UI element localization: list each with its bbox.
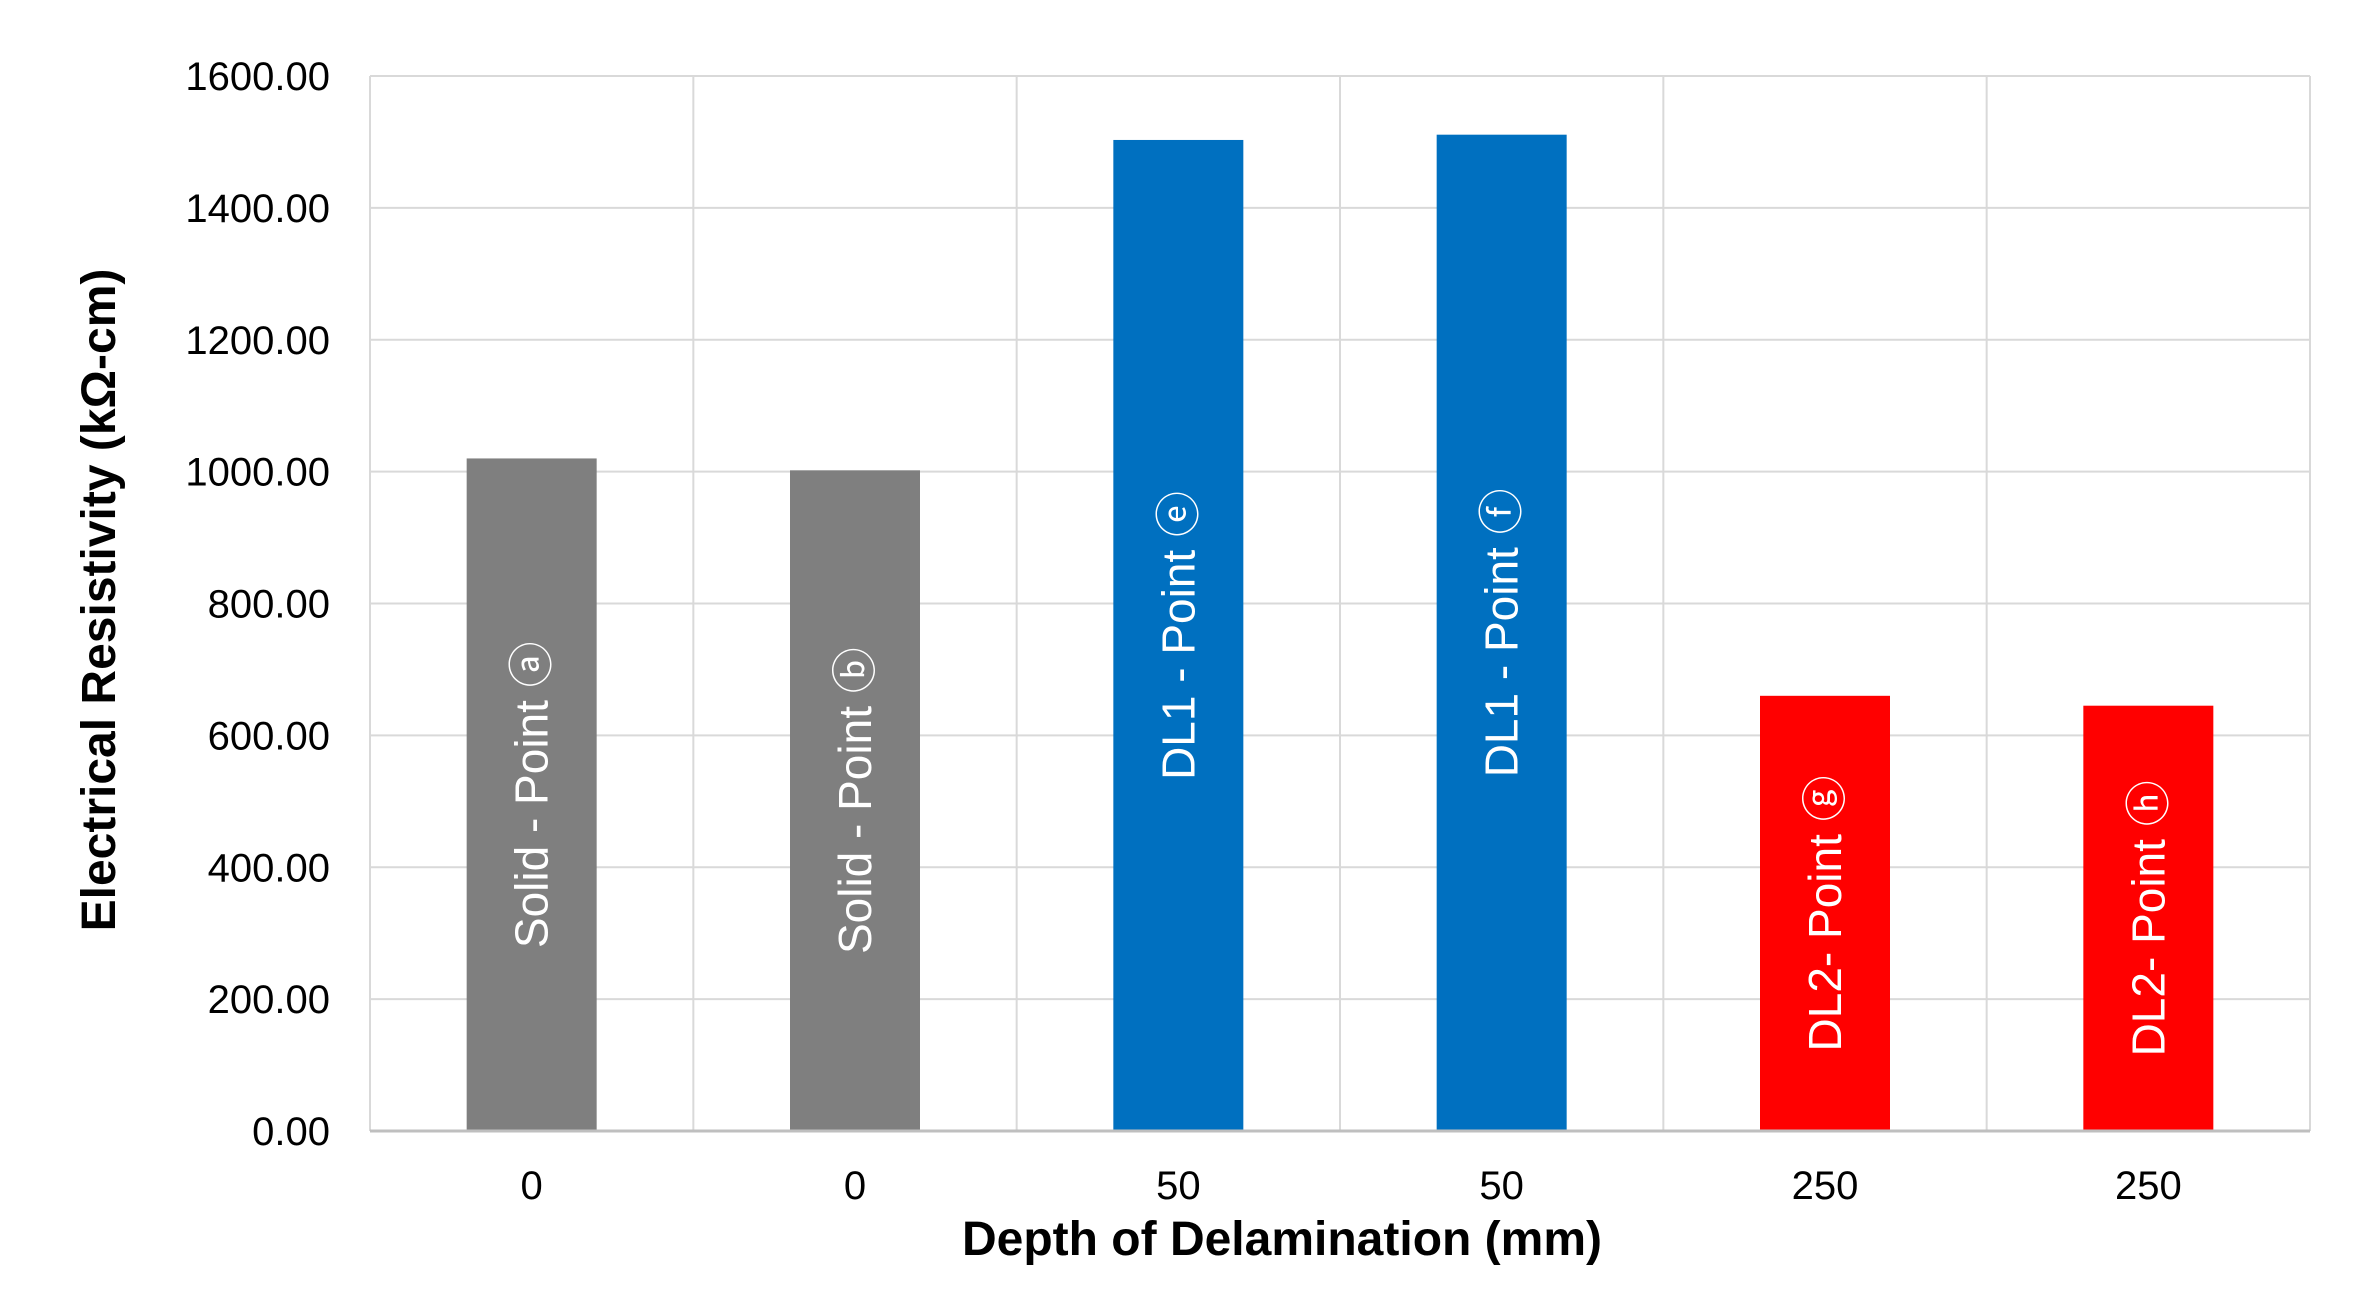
y-axis-title: Electrical Resistivity (kΩ-cm): [73, 269, 126, 932]
y-tick-label: 1200.00: [185, 319, 330, 363]
x-tick-label: 0: [521, 1164, 543, 1208]
x-tick-label: 0: [844, 1164, 866, 1208]
bar-label: DL1 - Point ⓕ: [1476, 488, 1528, 777]
x-tick-label: 250: [1792, 1164, 1859, 1208]
y-tick-label: 400.00: [208, 846, 330, 890]
y-tick-label: 1400.00: [185, 187, 330, 231]
y-tick-label: 600.00: [208, 714, 330, 758]
bar-label: Solid - Point ⓐ: [506, 641, 558, 948]
bar: [1113, 139, 1244, 1132]
bar: [466, 458, 597, 1131]
y-tick-label: 800.00: [208, 583, 330, 627]
axes: 0.00 200.00 400.00 600.00 800.00 1000.00 1200.…: [185, 55, 2310, 1208]
y-tick-label: 200.00: [208, 978, 330, 1022]
bars: Solid - Point ⓐ Solid - Point ⓑ DL1 - Poin…: [466, 134, 2214, 1132]
bar: [790, 470, 920, 1131]
bar: [2083, 705, 2214, 1131]
gridlines: [369, 75, 2311, 1132]
x-axis-title: Depth of Delamination (mm): [962, 1213, 1602, 1266]
x-tick-label: 50: [1479, 1164, 1524, 1208]
bar-label: DL2- Point ⓗ: [2122, 780, 2174, 1056]
bar: [1760, 695, 1890, 1131]
bar: [1436, 134, 1567, 1131]
y-tick-label: 0.00: [252, 1110, 330, 1154]
bar-label: DL2- Point ⓖ: [1799, 775, 1851, 1051]
y-tick-label: 1000.00: [185, 451, 330, 495]
x-tick-label: 50: [1156, 1164, 1201, 1208]
bar-label: Solid - Point ⓑ: [829, 647, 881, 954]
bar-label: DL1 - Point ⓔ: [1152, 491, 1204, 780]
x-tick-label: 250: [2115, 1164, 2182, 1208]
y-tick-label: 1600.00: [185, 55, 330, 99]
